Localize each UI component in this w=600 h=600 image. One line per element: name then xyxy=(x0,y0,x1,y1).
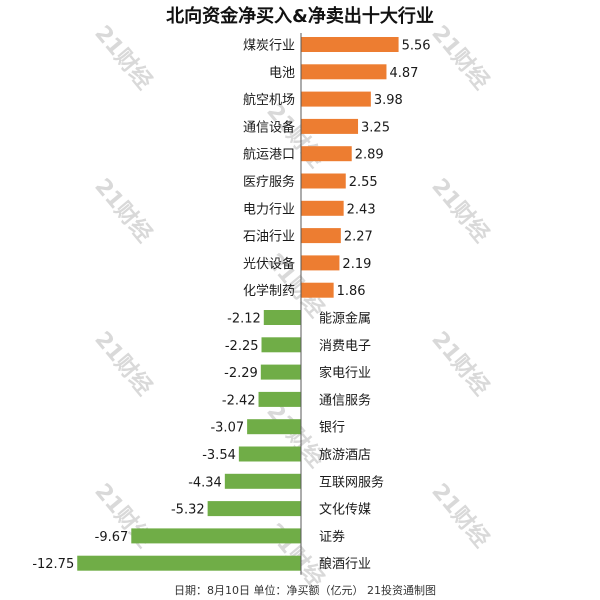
bar xyxy=(301,255,340,271)
bar xyxy=(301,91,371,107)
bar xyxy=(301,146,352,162)
category-label: 通信服务 xyxy=(319,392,371,408)
value-label: 3.98 xyxy=(374,93,403,108)
bar xyxy=(301,64,387,80)
category-label: 航空机场 xyxy=(243,92,295,108)
value-label: 5.56 xyxy=(402,39,431,54)
category-label: 煤炭行业 xyxy=(243,39,295,54)
bar xyxy=(263,310,301,325)
watermark-text: 21财经 xyxy=(89,21,157,95)
bar xyxy=(301,200,344,216)
category-label: 银行 xyxy=(319,421,345,436)
category-label: 证券 xyxy=(319,529,345,545)
bar xyxy=(224,473,301,489)
value-label: -9.67 xyxy=(95,530,129,545)
bar xyxy=(260,364,301,380)
category-label: 电力行业 xyxy=(243,202,295,217)
chart-footnote: 日期：8月10日 单位：净买额（亿元） 21投资通制图 xyxy=(174,583,436,597)
value-label: -2.29 xyxy=(224,366,258,381)
category-labels-layer: 煤炭行业电池航空机场通信设备航运港口医疗服务电力行业石油行业光伏设备化学制药能源… xyxy=(243,39,384,573)
bars-layer xyxy=(77,37,399,571)
value-label: -2.12 xyxy=(227,312,261,327)
value-label: -2.42 xyxy=(222,393,256,408)
value-label: 3.25 xyxy=(361,120,390,135)
bar xyxy=(301,37,399,52)
value-label: 1.86 xyxy=(337,284,366,299)
category-label: 能源金属 xyxy=(319,311,371,327)
watermark-text: 21财经 xyxy=(426,327,494,401)
bar xyxy=(238,446,301,462)
value-label: -3.07 xyxy=(210,421,244,436)
value-label: -4.34 xyxy=(188,475,222,490)
watermark-text: 21财经 xyxy=(426,174,494,248)
value-label: -3.54 xyxy=(202,448,236,463)
category-label: 化学制药 xyxy=(243,283,295,299)
bar xyxy=(301,228,341,244)
category-label: 文化传媒 xyxy=(319,503,371,518)
watermark-text: 21财经 xyxy=(426,21,494,95)
category-label: 通信设备 xyxy=(243,119,295,135)
value-label: 4.87 xyxy=(389,66,418,81)
value-label: 2.89 xyxy=(355,148,384,163)
category-label: 互联网服务 xyxy=(319,474,384,490)
category-label: 旅游酒店 xyxy=(319,448,371,463)
value-label: 2.19 xyxy=(342,257,371,272)
category-label: 石油行业 xyxy=(243,230,295,245)
category-label: 医疗服务 xyxy=(243,174,295,190)
watermark-text: 21财经 xyxy=(89,174,157,248)
value-labels-layer: 5.56 4.87 3.98 3.25 2.89 2.55 2.43 2.27 2.19 1.86… xyxy=(32,39,430,573)
bar xyxy=(207,501,301,517)
value-label: 2.27 xyxy=(344,230,373,245)
watermark-text: 21财经 xyxy=(89,327,157,401)
chart-title: 北向资金净买入&净卖出十大行业 xyxy=(166,5,434,27)
bar xyxy=(261,337,301,353)
bar xyxy=(301,173,346,189)
value-label: -5.32 xyxy=(171,503,205,518)
category-label: 航运港口 xyxy=(243,147,295,163)
value-label: -2.25 xyxy=(225,339,259,354)
category-label: 电池 xyxy=(269,66,295,81)
bar xyxy=(301,282,334,298)
category-label: 酿酒行业 xyxy=(319,556,371,572)
bar xyxy=(301,118,359,134)
category-label: 消费电子 xyxy=(319,339,371,354)
bar xyxy=(77,555,302,571)
value-label: -12.75 xyxy=(32,557,74,572)
watermark-text: 21财经 xyxy=(426,479,494,553)
bar xyxy=(258,391,301,407)
bar xyxy=(131,528,301,544)
category-label: 家电行业 xyxy=(319,365,371,381)
category-label: 光伏设备 xyxy=(243,256,295,272)
value-label: 2.55 xyxy=(349,175,378,190)
value-label: 2.43 xyxy=(347,202,376,217)
bar xyxy=(247,419,301,435)
